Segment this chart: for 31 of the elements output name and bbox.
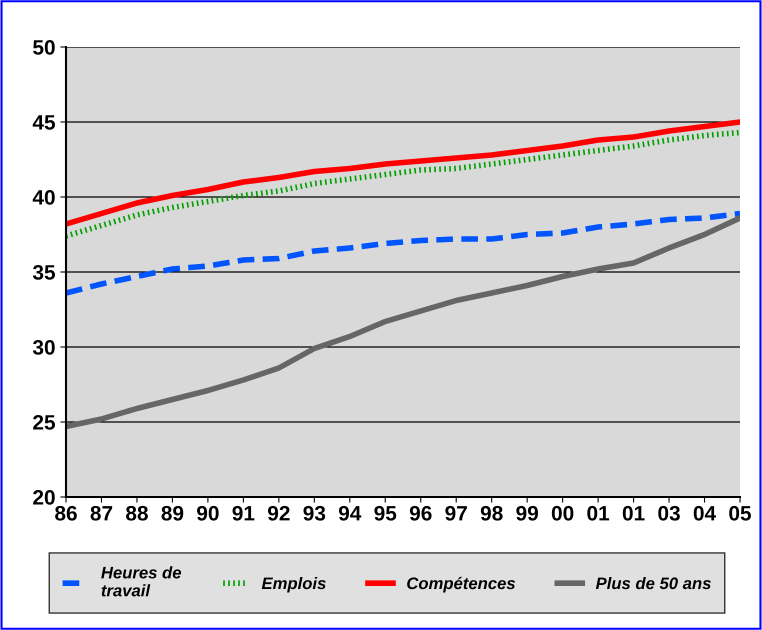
x-tick-label: 93: [303, 506, 326, 521]
x-tick-label: 05: [729, 506, 752, 521]
x-tick-label: 01: [622, 506, 645, 521]
x-tick-label: 92: [268, 506, 290, 521]
x-tick-label: 00: [552, 506, 574, 521]
y-tick-label: 50: [33, 40, 55, 55]
x-tick-label: 03: [658, 506, 680, 521]
x-tick-label: 94: [338, 506, 362, 521]
y-tick-label: 30: [32, 340, 55, 355]
x-tick-label: 90: [197, 506, 219, 521]
x-tick-label: 89: [161, 506, 184, 521]
x-tick-label: 91: [232, 506, 254, 521]
y-tick-label: 25: [33, 415, 56, 430]
legend-label: Heures de travail: [101, 566, 182, 596]
x-tick-label: 88: [126, 506, 148, 521]
y-tick-label: 35: [32, 265, 56, 280]
legend-label: Emplois: [262, 576, 326, 592]
x-tick-label: 86: [55, 506, 77, 521]
y-tick-label: 45: [32, 115, 56, 130]
x-tick-label: 97: [445, 506, 467, 521]
x-tick-label: 04: [694, 506, 716, 521]
legend-label: Plus de 50 ans: [596, 576, 711, 590]
y-tick-label: 40: [32, 190, 55, 205]
legend-label: Compétences: [407, 576, 516, 592]
x-tick-label: 01: [587, 506, 610, 521]
x-tick-label: 95: [374, 506, 396, 521]
x-tick-label: 99: [516, 506, 538, 521]
x-tick-label: 96: [410, 506, 432, 521]
y-tick-label: 20: [33, 490, 55, 505]
x-tick-label: 98: [480, 506, 503, 521]
x-tick-label: 87: [90, 506, 112, 521]
